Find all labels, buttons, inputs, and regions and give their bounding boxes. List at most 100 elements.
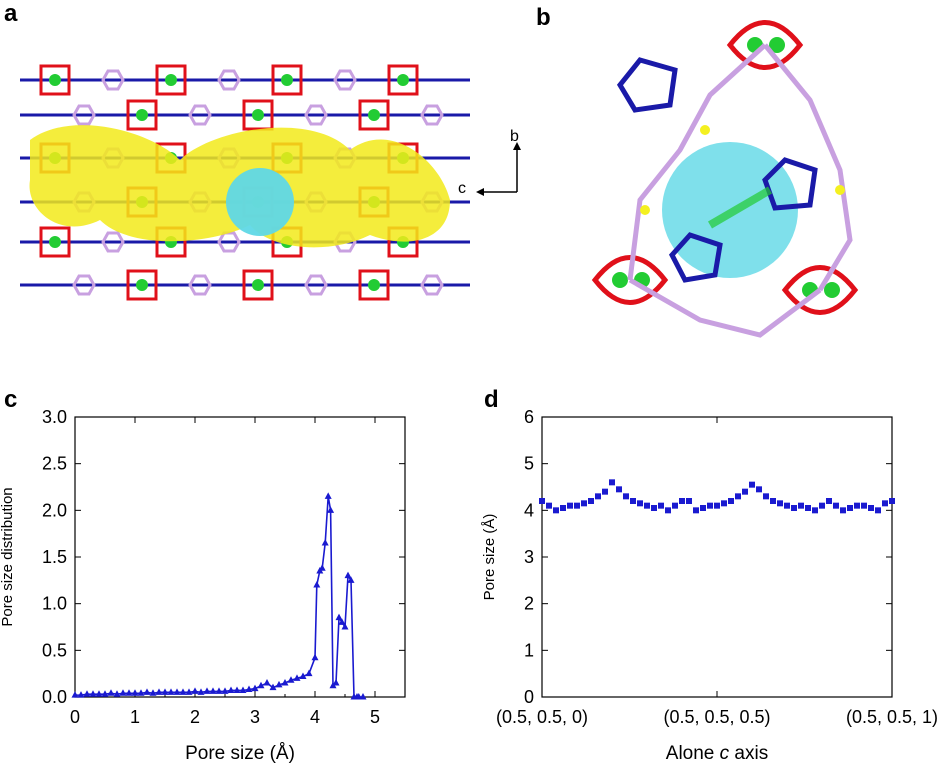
linker-chain	[763, 43, 853, 292]
data-point	[679, 498, 685, 504]
chart-d: 0 1 2 3 4 5 6 (0.5, 0.5, 0) (0.5, 0.5, 0.5) (0.5,…	[481, 407, 938, 764]
data-point	[742, 488, 748, 495]
data-point	[321, 539, 329, 546]
metal-cluster	[126, 99, 158, 131]
pore-sphere	[226, 168, 294, 236]
data-point	[665, 507, 671, 514]
data-point	[167, 688, 175, 695]
carboxylate-ring	[726, 20, 804, 70]
metal-node	[281, 74, 293, 86]
metal-cluster	[358, 269, 390, 301]
phenyl-ring	[188, 274, 212, 296]
data-point	[293, 674, 301, 681]
data-point	[281, 679, 289, 686]
data-point	[191, 687, 199, 694]
data-point	[868, 505, 874, 511]
data-point	[581, 500, 587, 507]
y-tick-label: 3	[524, 547, 534, 567]
y-tick-label: 2.0	[42, 500, 67, 520]
data-point	[95, 690, 103, 697]
data-point	[143, 688, 151, 695]
data-point	[595, 493, 601, 500]
linker-chain	[628, 277, 822, 338]
data-point	[113, 690, 121, 697]
metal-node	[397, 74, 409, 86]
y-tick-label: 0	[524, 687, 534, 707]
metal-node	[49, 74, 61, 86]
data-point	[101, 690, 109, 697]
data-point	[616, 486, 622, 493]
panel-label-b: b	[536, 4, 551, 31]
metal-node	[368, 279, 380, 291]
axis-b-label: b	[510, 128, 519, 145]
data-point	[347, 576, 355, 583]
metal-node	[49, 236, 61, 248]
data-point	[185, 688, 193, 695]
data-point	[749, 481, 755, 488]
metal-cluster	[271, 64, 303, 96]
data-point	[209, 687, 217, 694]
metal-cluster	[387, 64, 419, 96]
data-point	[651, 505, 657, 511]
data-point	[623, 493, 629, 500]
data-point	[840, 507, 846, 514]
metal-cluster	[242, 99, 274, 131]
data-point	[602, 488, 608, 495]
data-point	[693, 507, 699, 514]
metal-node	[769, 37, 785, 53]
phenyl-ring	[72, 274, 96, 296]
metal-node	[252, 109, 264, 121]
metal-cluster	[242, 269, 274, 301]
y-axis-label: Pore size distribution	[0, 487, 16, 626]
data-point	[574, 502, 580, 509]
y-tick-label: 1.0	[42, 594, 67, 614]
data-point	[560, 505, 566, 511]
x-tick-label: (0.5, 0.5, 0.5)	[663, 707, 770, 727]
hydrogen-atom	[835, 185, 845, 195]
data-point	[609, 479, 615, 486]
data-point	[833, 502, 839, 509]
hydrogen-atom	[640, 205, 650, 215]
data-point	[173, 688, 181, 695]
data-point	[819, 502, 825, 509]
phenyl-ring	[333, 69, 357, 91]
phenyl-ring	[420, 274, 444, 296]
x-axis-label: Alone c axis	[666, 743, 768, 764]
data-point	[728, 498, 734, 504]
metal-node	[612, 272, 628, 288]
data-point	[714, 502, 720, 509]
data-point	[335, 613, 343, 621]
data-point	[269, 683, 277, 691]
data-point	[149, 689, 157, 696]
plot-frame	[541, 416, 893, 698]
data-point	[327, 506, 335, 513]
phenyl-ring	[304, 274, 328, 296]
phenyl-ring	[188, 104, 212, 126]
data-point	[341, 623, 349, 630]
data-point	[707, 502, 713, 509]
data-point	[313, 581, 321, 588]
carboxylate-ring	[591, 255, 669, 305]
data-point	[318, 564, 326, 571]
data-point	[798, 502, 804, 509]
data-point	[332, 679, 340, 686]
data-point	[567, 502, 573, 509]
data-point	[644, 502, 650, 509]
phenyl-ring	[101, 231, 125, 253]
metal-node	[368, 109, 380, 121]
plot-frame	[74, 416, 406, 698]
y-tick-label: 1.5	[42, 547, 67, 567]
panel-label-c: c	[4, 386, 18, 413]
metal-node	[136, 279, 148, 291]
y-tick-label: 6	[524, 407, 534, 427]
data-point	[672, 502, 678, 509]
data-point	[770, 498, 776, 504]
data-point	[245, 685, 253, 693]
metal-cluster	[155, 64, 187, 96]
data-point	[89, 690, 97, 697]
framework-structure-a	[20, 64, 470, 301]
data-point	[338, 618, 346, 625]
carboxylate-ring	[781, 265, 859, 315]
data-point	[359, 693, 367, 700]
data-point	[630, 498, 636, 504]
